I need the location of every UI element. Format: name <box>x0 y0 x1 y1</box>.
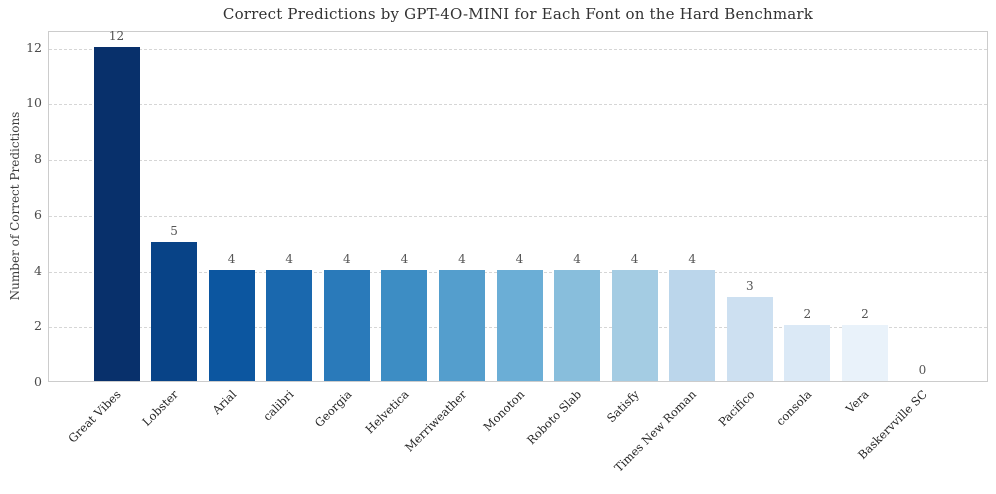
bar-value-label: 4 <box>227 251 236 266</box>
y-tick-label-10: 10 <box>26 95 42 111</box>
bar-roboto-slab <box>554 269 601 381</box>
bar-monoton <box>496 269 543 381</box>
bar-satisfy <box>611 269 658 381</box>
bar-times-new-roman <box>669 269 716 381</box>
bar-value-label: 3 <box>745 279 754 294</box>
bar-value-label: 4 <box>458 251 466 266</box>
chart-title: Correct Predictions by GPT-4O-MINI for E… <box>222 5 814 23</box>
bar-consola <box>784 325 831 381</box>
x-tick-label-lobster: Lobster <box>139 387 182 429</box>
bar-vera <box>841 325 888 381</box>
bar-georgia <box>323 269 370 381</box>
gridline-y-6 <box>49 215 987 217</box>
y-tick-label-6: 6 <box>34 206 42 222</box>
x-tick-label-calibri: calibri <box>260 387 297 424</box>
x-tick-label-arial: Arial <box>209 387 239 418</box>
bar-arial <box>208 269 255 381</box>
x-tick-label-satisfy: Satisfy <box>603 387 642 426</box>
y-tick-label-0: 0 <box>34 374 42 389</box>
gridline-y-12 <box>49 48 987 50</box>
x-tick-label-roboto-slab: Roboto Slab <box>524 387 585 448</box>
bar-pacifico <box>726 297 773 381</box>
bar-value-label: 4 <box>342 251 351 266</box>
gridline-y-10 <box>49 104 987 106</box>
x-tick-label-pacifico: Pacifico <box>715 387 758 430</box>
bar-great-vibes <box>93 46 140 381</box>
bar-value-label: 4 <box>285 251 293 266</box>
y-tick-label-4: 4 <box>34 262 42 278</box>
bar-helvetica <box>381 269 428 381</box>
x-tick-label-vera: Vera <box>843 387 873 416</box>
y-tick-label-12: 12 <box>26 39 42 55</box>
x-tick-label-consola: consola <box>773 387 815 429</box>
bar-value-label: 2 <box>861 307 869 322</box>
y-tick-label-8: 8 <box>34 151 42 167</box>
y-tick-label-2: 2 <box>34 318 42 334</box>
x-tick-label-helvetica: Helvetica <box>362 387 412 437</box>
bar-merriweather <box>438 269 485 381</box>
bar-value-label: 5 <box>170 223 178 238</box>
x-tick-label-georgia: Georgia <box>311 387 355 430</box>
bar-value-label: 4 <box>573 251 581 266</box>
plot-area: 12 5 4 4 4 4 4 4 4 4 4 3 2 2 0 <box>48 28 988 382</box>
x-tick-label-monoton: Monoton <box>480 387 527 434</box>
gridline-y-8 <box>49 160 987 162</box>
bar-value-label: 4 <box>688 251 696 266</box>
bar-lobster <box>151 241 198 381</box>
bar-value-label: 4 <box>515 251 524 266</box>
x-tick-label-merriweather: Merriweather <box>401 387 470 455</box>
x-tick-label-great-vibes: Great Vibes <box>65 387 124 446</box>
bar-calibri <box>266 269 313 381</box>
bar-value-label: 12 <box>108 28 125 43</box>
bar-value-label: 4 <box>630 251 639 266</box>
bar-value-label: 4 <box>400 251 409 266</box>
bar-value-label: 0 <box>918 363 927 377</box>
bar-value-label: 2 <box>803 307 812 322</box>
